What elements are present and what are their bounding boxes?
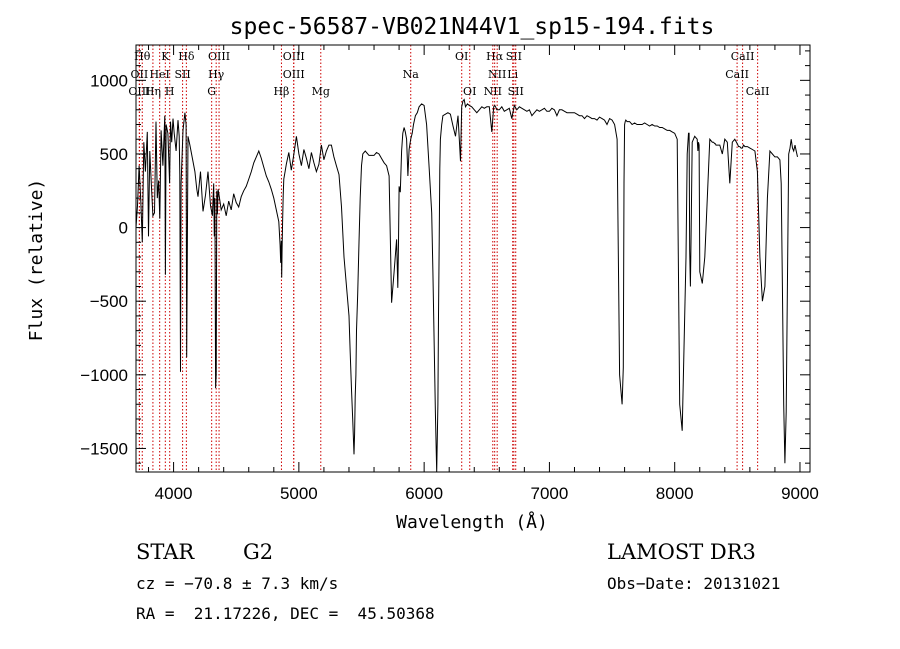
spectrum-chart: spec-56587-VB021N44V1_sp15-194.fits Hθ K H… bbox=[26, 14, 819, 533]
line-label: NII bbox=[488, 68, 506, 81]
y-tick-label: 1000 bbox=[90, 71, 128, 90]
y-axis-label: Flux (relative) bbox=[26, 179, 47, 342]
line-label: Mg bbox=[312, 85, 330, 98]
sky-coordinates: RA = 21.17226, DEC = 45.50368 bbox=[136, 604, 435, 623]
y-tick-label: −1000 bbox=[80, 366, 128, 385]
x-tick-label: 4000 bbox=[155, 484, 193, 503]
line-label: Hβ bbox=[273, 85, 289, 98]
plot-frame bbox=[135, 44, 811, 473]
x-tick-label: 5000 bbox=[280, 484, 318, 503]
y-tick-label: 0 bbox=[119, 219, 128, 238]
line-label: Hα bbox=[486, 50, 504, 63]
survey-name: LAMOST DR3 bbox=[607, 540, 756, 564]
line-label: CaII bbox=[746, 85, 770, 98]
line-label: Hθ bbox=[134, 50, 151, 63]
line-label: G bbox=[207, 85, 216, 98]
x-tick-label: 7000 bbox=[531, 484, 569, 503]
x-tick-label: 6000 bbox=[405, 484, 443, 503]
object-class: STAR bbox=[136, 540, 195, 564]
line-label: OIII bbox=[128, 85, 150, 98]
line-label: SII bbox=[506, 50, 522, 63]
line-label: NII bbox=[484, 85, 502, 98]
line-label: Na bbox=[403, 68, 420, 81]
line-label: Hγ bbox=[208, 68, 225, 81]
line-label: Hη bbox=[145, 85, 161, 98]
line-label: Li bbox=[507, 68, 518, 81]
y-tick-label: −500 bbox=[90, 292, 128, 311]
object-subclass: G2 bbox=[243, 540, 274, 564]
y-tick-label: −1500 bbox=[80, 439, 128, 458]
line-label: SII bbox=[508, 85, 524, 98]
line-label: Hδ bbox=[178, 50, 195, 63]
line-label: OI bbox=[463, 85, 476, 98]
observation-date: Obs−Date: 20131021 bbox=[607, 574, 781, 593]
x-axis: 4000 5000 6000 7000 8000 9000 bbox=[148, 45, 819, 503]
y-axis: −1500 −1000 −500 0 500 1000 bbox=[80, 50, 810, 464]
x-tick-label: 9000 bbox=[781, 484, 819, 503]
line-label: K bbox=[161, 50, 170, 63]
y-tick-label: 500 bbox=[100, 145, 128, 164]
redshift-velocity: cz = −70.8 ± 7.3 km/s bbox=[136, 574, 339, 593]
chart-title: spec-56587-VB021N44V1_sp15-194.fits bbox=[230, 14, 715, 40]
line-label: HeI bbox=[149, 68, 169, 81]
line-label: CaII bbox=[731, 50, 755, 63]
line-label: OIII bbox=[208, 50, 230, 63]
line-label: CaII bbox=[725, 68, 749, 81]
x-axis-label: Wavelength (Å) bbox=[396, 511, 548, 533]
line-label: OI bbox=[455, 50, 468, 63]
spectrum-line bbox=[135, 98, 798, 473]
line-label: SII bbox=[174, 68, 190, 81]
line-label: OIII bbox=[283, 68, 305, 81]
line-label: H bbox=[165, 85, 175, 98]
x-tick-label: 8000 bbox=[656, 484, 694, 503]
